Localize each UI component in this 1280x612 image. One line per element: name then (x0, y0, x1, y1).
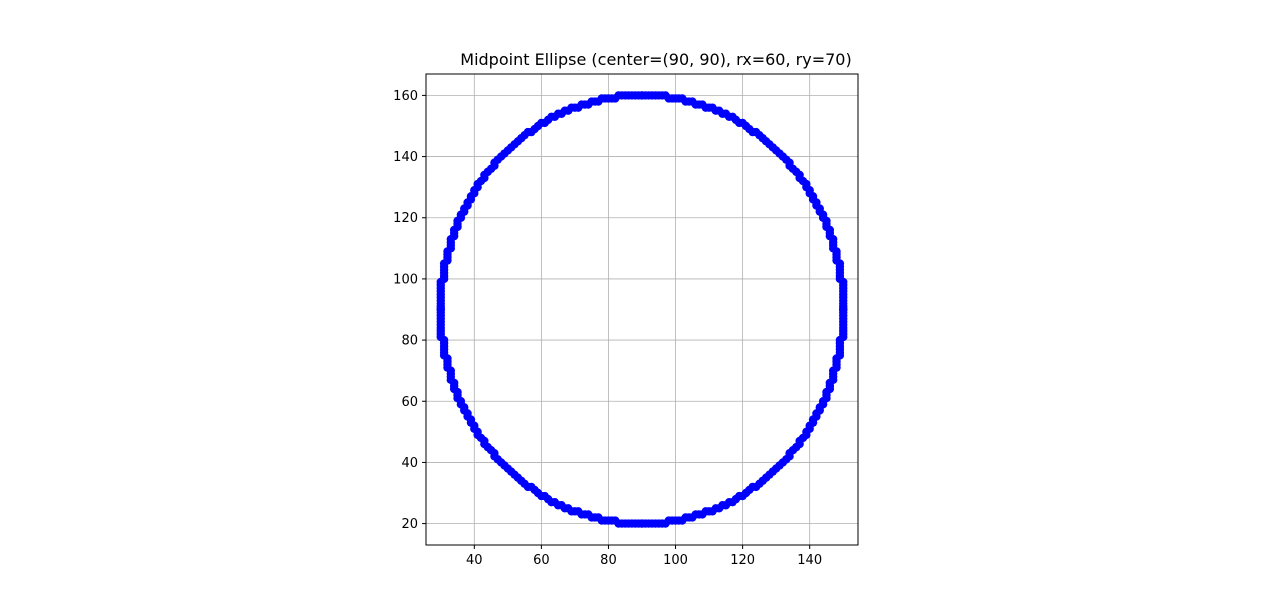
x-tick-label: 120 (730, 553, 755, 568)
x-axis-ticks: 40 60 80 100 120 140 (466, 545, 822, 568)
ellipse-series (436, 91, 848, 528)
y-tick-label: 60 (401, 395, 418, 410)
y-tick-label: 80 (401, 334, 418, 349)
y-tick-label: 100 (393, 272, 418, 287)
x-tick-label: 140 (797, 553, 822, 568)
x-tick-label: 40 (466, 553, 483, 568)
y-axis-ticks: 20 40 60 80 100 120 140 160 (393, 89, 426, 532)
grid-lines (426, 74, 858, 545)
x-tick-label: 80 (600, 553, 617, 568)
ellipse-point (637, 91, 647, 100)
y-tick-label: 20 (401, 517, 418, 532)
x-tick-label: 100 (663, 553, 688, 568)
y-tick-label: 160 (393, 89, 418, 104)
y-tick-label: 140 (393, 150, 418, 165)
y-tick-label: 40 (401, 456, 418, 471)
x-tick-label: 60 (533, 553, 550, 568)
y-tick-label: 120 (393, 211, 418, 226)
chart-title: Midpoint Ellipse (center=(90, 90), rx=60… (460, 50, 851, 69)
plot-frame (425, 73, 859, 546)
